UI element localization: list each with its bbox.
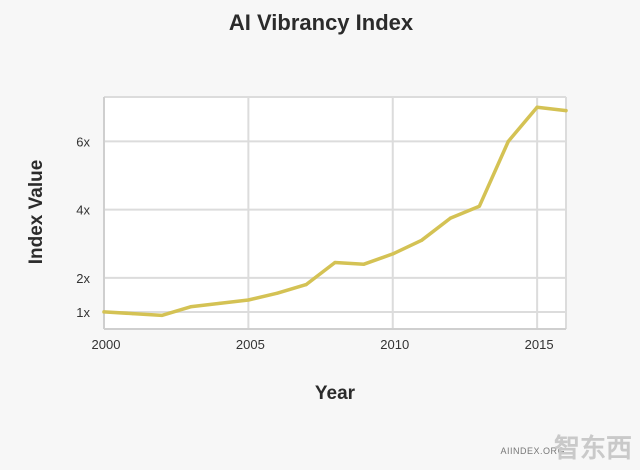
watermark-logo: 智东西 bbox=[554, 433, 632, 463]
data-point bbox=[448, 216, 453, 220]
grid bbox=[103, 96, 567, 330]
data-point bbox=[102, 310, 106, 314]
data-point bbox=[275, 291, 279, 295]
y-tick-label: 2x bbox=[76, 271, 90, 286]
data-point bbox=[506, 139, 510, 143]
x-tick-label: 2010 bbox=[380, 337, 409, 352]
data-point bbox=[160, 313, 164, 317]
data-point bbox=[420, 238, 424, 242]
x-tick-label: 2015 bbox=[525, 337, 554, 352]
chart-title: AI Vibrancy Index bbox=[229, 10, 414, 35]
data-point bbox=[362, 262, 366, 266]
data-point bbox=[477, 204, 481, 208]
x-axis-ticks: 2000 2005 2010 2015 bbox=[92, 337, 554, 352]
data-point bbox=[391, 252, 395, 256]
data-point bbox=[564, 109, 568, 113]
x-tick-label: 2000 bbox=[92, 337, 121, 352]
y-axis-ticks: 1x 2x 4x 6x bbox=[76, 134, 90, 320]
y-axis-title: Index Value bbox=[26, 160, 47, 265]
series-layer bbox=[102, 105, 568, 318]
data-point bbox=[333, 260, 337, 265]
x-tick-label: 2005 bbox=[236, 337, 265, 352]
plot-area bbox=[104, 97, 566, 329]
y-tick-label: 4x bbox=[76, 203, 90, 218]
data-point bbox=[131, 312, 135, 316]
data-point bbox=[304, 283, 308, 287]
data-point bbox=[535, 105, 539, 109]
y-tick-label: 1x bbox=[76, 305, 90, 320]
data-point bbox=[217, 301, 222, 306]
y-tick-label: 6x bbox=[76, 134, 90, 149]
data-point bbox=[189, 305, 193, 309]
x-axis-title: Year bbox=[315, 383, 356, 404]
watermark-text: AIINDEX.ORG bbox=[500, 446, 565, 456]
data-point bbox=[246, 298, 250, 302]
